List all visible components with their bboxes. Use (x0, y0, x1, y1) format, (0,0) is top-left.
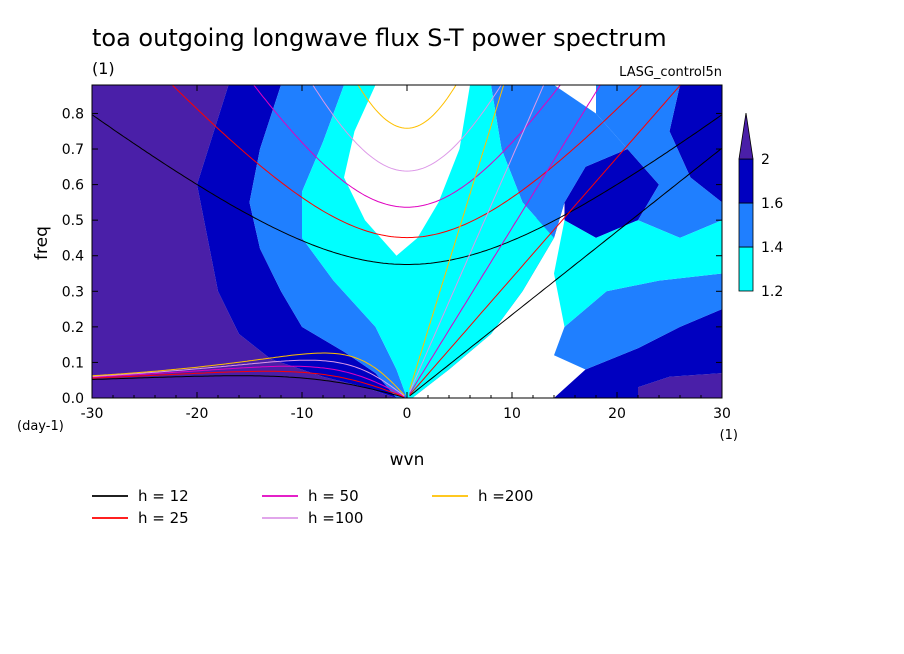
legend-label: h =200 (478, 487, 533, 505)
contour-region-6 (554, 309, 722, 398)
dispersion-er-h100 (92, 359, 405, 397)
y-tick-label: 0.1 (62, 355, 84, 371)
legend: h = 12 h = 25 h = 50 h =100 h =200 (92, 487, 533, 527)
y-tick-label: 0.6 (62, 178, 84, 194)
dispersion-kelvin-h12 (409, 147, 722, 397)
x-axis-label: wvn (390, 450, 425, 470)
y-tick-label: 0.4 (62, 249, 84, 265)
title-units: (1) (92, 59, 115, 78)
dispersion-ig1-h25 (171, 85, 643, 239)
dispersion-kelvin-h50 (409, 85, 601, 394)
dispersion-er-h50 (92, 365, 405, 398)
colorbar-swatch-1 (738, 246, 754, 292)
y-tick-label: 0.0 (62, 391, 84, 407)
x-tick-label: -10 (291, 406, 314, 422)
contour-region-10 (596, 85, 722, 238)
x-units-label: (1) (720, 428, 738, 443)
dispersion-er-h25 (92, 370, 405, 398)
dispersion-ig1-h100 (312, 85, 502, 172)
contour-region-7 (669, 85, 722, 203)
y-tick-label: 0.3 (62, 284, 84, 300)
dispersion-curves (92, 85, 722, 398)
contour-region-11 (554, 273, 722, 370)
colorbar: 1.2 1.4 1.6 2 (738, 112, 783, 300)
y-units-label: (day-1) (17, 419, 64, 434)
x-axis: -30 -20 -10 0 10 20 30 (81, 85, 731, 422)
contour-region-13 (554, 220, 722, 327)
x-tick-label: -30 (81, 406, 104, 422)
y-tick-label: 0.8 (62, 106, 84, 122)
legend-label: h = 25 (138, 509, 189, 527)
y-tick-label: 0.2 (62, 320, 84, 336)
dispersion-ig1-h12 (92, 114, 722, 265)
colorbar-label: 2 (761, 152, 770, 168)
dispersion-kelvin-h200 (409, 85, 505, 390)
legend-label: h = 12 (138, 487, 189, 505)
colorbar-swatch-2 (738, 202, 754, 248)
chart-title: toa outgoing longwave flux S-T power spe… (92, 24, 667, 52)
x-tick-label: 0 (403, 406, 412, 422)
x-tick-label: 30 (713, 406, 731, 422)
contour-region-1 (92, 85, 397, 398)
x-tick-label: 20 (608, 406, 626, 422)
dispersion-kelvin-h25 (409, 85, 682, 396)
legend-label: h =100 (308, 509, 363, 527)
dispersion-ig1-h50 (253, 85, 561, 208)
contour-region-4 (197, 85, 397, 398)
x-tick-label: -20 (186, 406, 209, 422)
contour-region-3 (638, 373, 722, 398)
plot-area (91, 84, 723, 399)
colorbar-swatch-4 (738, 112, 754, 160)
colorbar-label: 1.6 (761, 196, 783, 212)
dispersion-ig1-h200 (357, 85, 457, 129)
dispersion-kelvin-h100 (409, 85, 545, 393)
x-tick-label: 10 (503, 406, 521, 422)
run-label: LASG_control5n (619, 65, 722, 80)
colorbar-label: 1.4 (761, 240, 783, 256)
y-axis: 0.0 0.1 0.2 0.3 0.4 0.5 0.6 0.7 0.8 (62, 106, 722, 407)
colorbar-label: 1.2 (761, 284, 783, 300)
dispersion-er-h200 (92, 352, 405, 396)
colorbar-swatch-3 (738, 158, 754, 204)
dispersion-er-h12 (92, 375, 405, 398)
legend-label: h = 50 (308, 487, 359, 505)
y-tick-label: 0.7 (62, 142, 84, 158)
y-axis-label: freq (32, 226, 52, 260)
contour-region-5 (564, 149, 659, 238)
contour-region-8 (249, 85, 407, 398)
y-tick-label: 0.5 (62, 213, 84, 229)
